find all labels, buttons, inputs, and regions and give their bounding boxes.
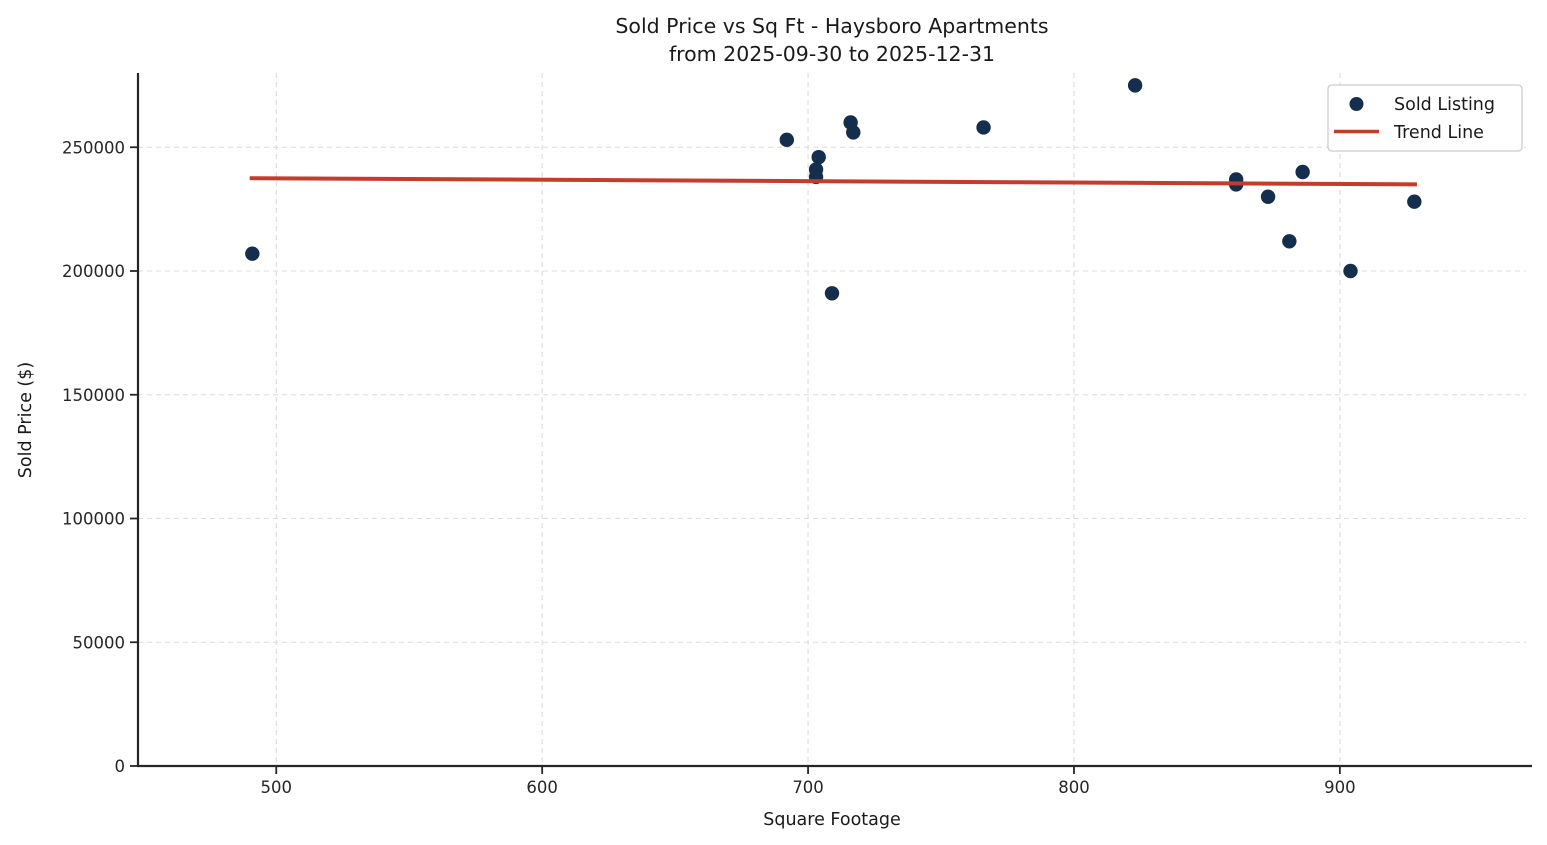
x-tick-label: 900 [1324,778,1356,797]
x-tick-label: 700 [792,778,824,797]
data-point [1127,78,1143,93]
scatter-points [245,78,1422,301]
chart-title-line2: from 2025-09-30 to 2025-12-31 [669,42,995,66]
legend-box [1327,84,1523,152]
data-point [245,246,260,261]
axis-ticks [130,146,1341,774]
y-tick-label: 100000 [62,510,125,529]
y-tick-label: 50000 [73,633,126,652]
x-axis-label: Square Footage [763,810,901,830]
x-tick-label: 500 [261,778,293,797]
x-tick-label: 800 [1058,778,1090,797]
data-point [1295,164,1310,180]
legend: Sold Listing Trend Line [1327,84,1523,152]
data-point [1260,189,1276,204]
y-tick-label: 200000 [62,262,125,281]
data-point [846,125,861,140]
trend-line [249,176,1417,187]
data-point [811,149,826,165]
y-tick-label: 0 [115,757,126,776]
data-point [1282,234,1297,249]
y-tick-label: 250000 [62,138,125,157]
data-point [1407,194,1422,209]
legend-dot-icon [1349,97,1364,111]
y-axis-label: Sold Price ($) [16,362,36,478]
legend-label-sold-listing: Sold Listing [1394,95,1495,115]
x-tick-label: 600 [526,778,558,797]
data-point [1343,263,1358,279]
data-point [976,120,991,135]
data-point [779,132,794,148]
chart-title-line1: Sold Price vs Sq Ft - Haysboro Apartment… [615,14,1048,38]
trend-line-segment [249,176,1417,187]
legend-label-trend-line: Trend Line [1393,123,1484,143]
axis-tick-labels: 500 600 700 800 900 0 50000 100000 150000 200000 2… [62,138,1356,797]
axes-spines [136,73,1532,768]
data-point [824,286,840,301]
gridlines [138,73,1526,766]
y-tick-label: 150000 [62,386,125,405]
